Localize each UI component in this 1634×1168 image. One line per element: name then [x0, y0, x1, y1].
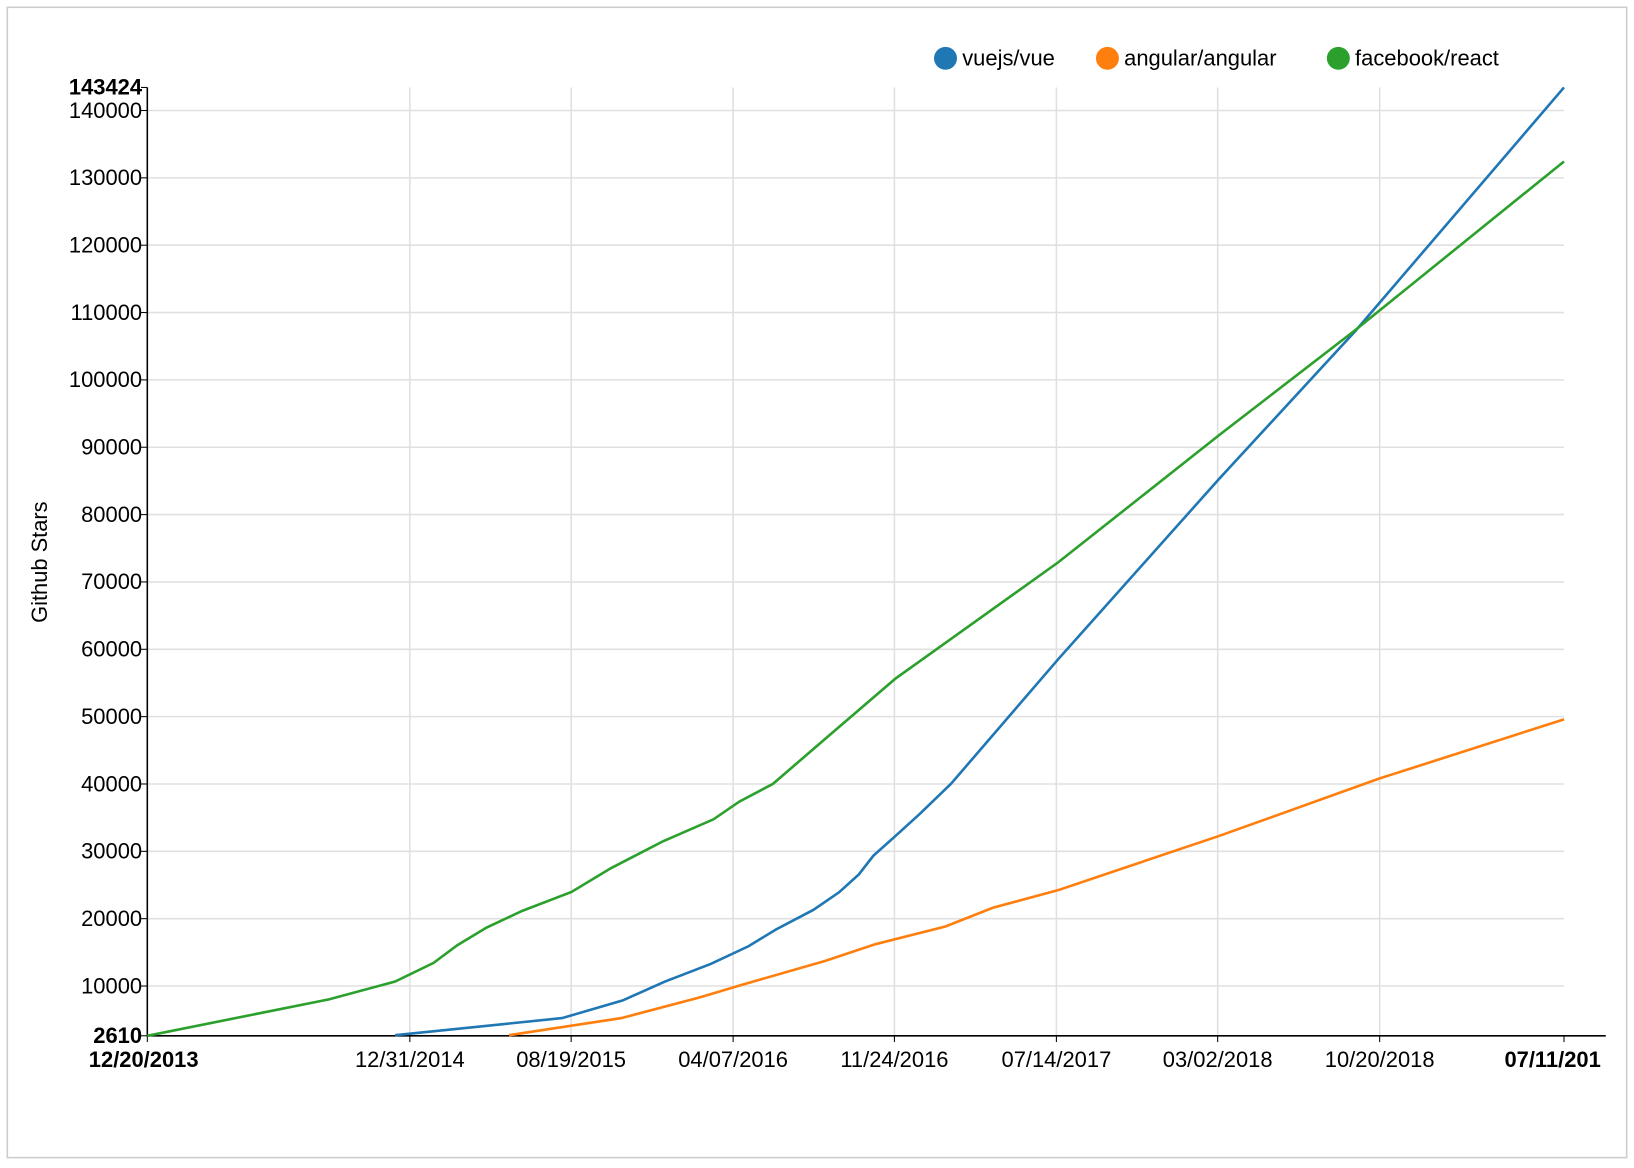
- y-tick-label: 120000: [69, 233, 142, 258]
- y-tick-label: 30000: [81, 839, 142, 864]
- legend-label: angular/angular: [1124, 46, 1276, 71]
- legend-swatch: [934, 46, 957, 70]
- y-tick-label: 50000: [81, 704, 142, 729]
- y-tick-label: 100000: [69, 367, 142, 392]
- series-line: [147, 160, 1565, 1038]
- x-tick-label: 08/19/2015: [516, 1047, 626, 1072]
- x-tick-label: 11/24/2016: [840, 1047, 948, 1072]
- y-tick-label: 80000: [81, 502, 142, 527]
- y-tick-label: 110000: [71, 300, 143, 325]
- series-line: [508, 718, 1565, 1037]
- x-tick-label: 04/07/2016: [678, 1047, 788, 1072]
- series-line: [394, 86, 1565, 1037]
- x-limit-label: 12/20/2013: [89, 1047, 199, 1072]
- y-tick-label: 130000: [69, 165, 142, 190]
- y-tick-label: 70000: [81, 569, 142, 594]
- y-axis-title: Github Stars: [27, 501, 52, 623]
- x-tick-label: 07/14/2017: [1002, 1047, 1112, 1072]
- y-limit-label: 2610: [93, 1023, 142, 1048]
- legend-swatch: [1095, 46, 1119, 70]
- y-tick-label: 10000: [81, 973, 142, 998]
- x-tick-label: 03/02/2018: [1163, 1047, 1273, 1072]
- x-limit-label: 07/11/201: [1504, 1047, 1600, 1072]
- y-tick-label: 60000: [81, 637, 142, 662]
- y-tick-label: 40000: [81, 771, 142, 796]
- legend-swatch: [1326, 46, 1350, 70]
- x-tick-label: 10/20/2018: [1325, 1047, 1435, 1072]
- x-tick-label: 12/31/2014: [355, 1047, 465, 1072]
- legend-label: facebook/react: [1355, 46, 1499, 71]
- y-tick-label: 20000: [81, 906, 142, 931]
- y-limit-label: 143424: [69, 75, 143, 100]
- y-tick-label: 90000: [81, 435, 142, 460]
- y-tick-label: 140000: [69, 98, 142, 123]
- legend-label: vuejs/vue: [962, 46, 1055, 71]
